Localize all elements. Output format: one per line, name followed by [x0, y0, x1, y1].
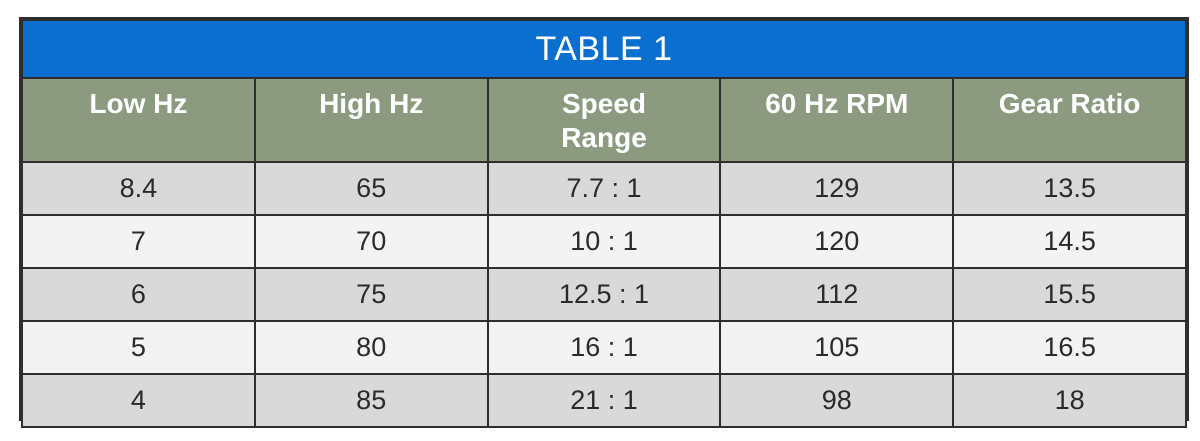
cell-gear-ratio: 14.5 [952, 214, 1187, 269]
cell-speed-range: 16 : 1 [486, 320, 722, 375]
header-gear-ratio: Gear Ratio [952, 77, 1187, 163]
table-title-row: TABLE 1 [21, 19, 1187, 79]
table-row: 6 75 12.5 : 1 112 15.5 [21, 267, 1187, 322]
header-high-hz: High Hz [253, 77, 489, 163]
table-row: 5 80 16 : 1 105 16.5 [21, 320, 1187, 375]
cell-speed-range: 10 : 1 [486, 214, 722, 269]
cell-high-hz: 70 [253, 214, 489, 269]
header-60hz-rpm: 60 Hz RPM [719, 77, 955, 163]
cell-high-hz: 80 [253, 320, 489, 375]
cell-gear-ratio: 13.5 [952, 161, 1187, 216]
cell-60hz-rpm: 112 [719, 267, 955, 322]
cell-low-hz: 5 [21, 320, 256, 375]
cell-60hz-rpm: 98 [719, 373, 955, 428]
cell-speed-range: 7.7 : 1 [486, 161, 722, 216]
header-low-hz: Low Hz [21, 77, 256, 163]
cell-low-hz: 7 [21, 214, 256, 269]
cell-high-hz: 85 [253, 373, 489, 428]
table-title: TABLE 1 [21, 19, 1187, 79]
cell-gear-ratio: 16.5 [952, 320, 1187, 375]
table-header-row: Low Hz High Hz Speed Range 60 Hz RPM Gea… [21, 77, 1187, 163]
cell-60hz-rpm: 120 [719, 214, 955, 269]
cell-60hz-rpm: 105 [719, 320, 955, 375]
cell-gear-ratio: 15.5 [952, 267, 1187, 322]
cell-speed-range: 12.5 : 1 [486, 267, 722, 322]
cell-high-hz: 75 [253, 267, 489, 322]
cell-low-hz: 4 [21, 373, 256, 428]
table-container: TABLE 1 Low Hz High Hz Speed Range 60 Hz… [19, 17, 1189, 428]
table-row: 4 85 21 : 1 98 18 [21, 373, 1187, 428]
cell-60hz-rpm: 129 [719, 161, 955, 216]
table-row: 7 70 10 : 1 120 14.5 [21, 214, 1187, 269]
cell-low-hz: 8.4 [21, 161, 256, 216]
header-speed-range: Speed Range [486, 77, 722, 163]
cell-speed-range: 21 : 1 [486, 373, 722, 428]
cell-gear-ratio: 18 [952, 373, 1187, 428]
data-table: TABLE 1 Low Hz High Hz Speed Range 60 Hz… [21, 19, 1187, 428]
cell-high-hz: 65 [253, 161, 489, 216]
cell-low-hz: 6 [21, 267, 256, 322]
table-row: 8.4 65 7.7 : 1 129 13.5 [21, 161, 1187, 216]
